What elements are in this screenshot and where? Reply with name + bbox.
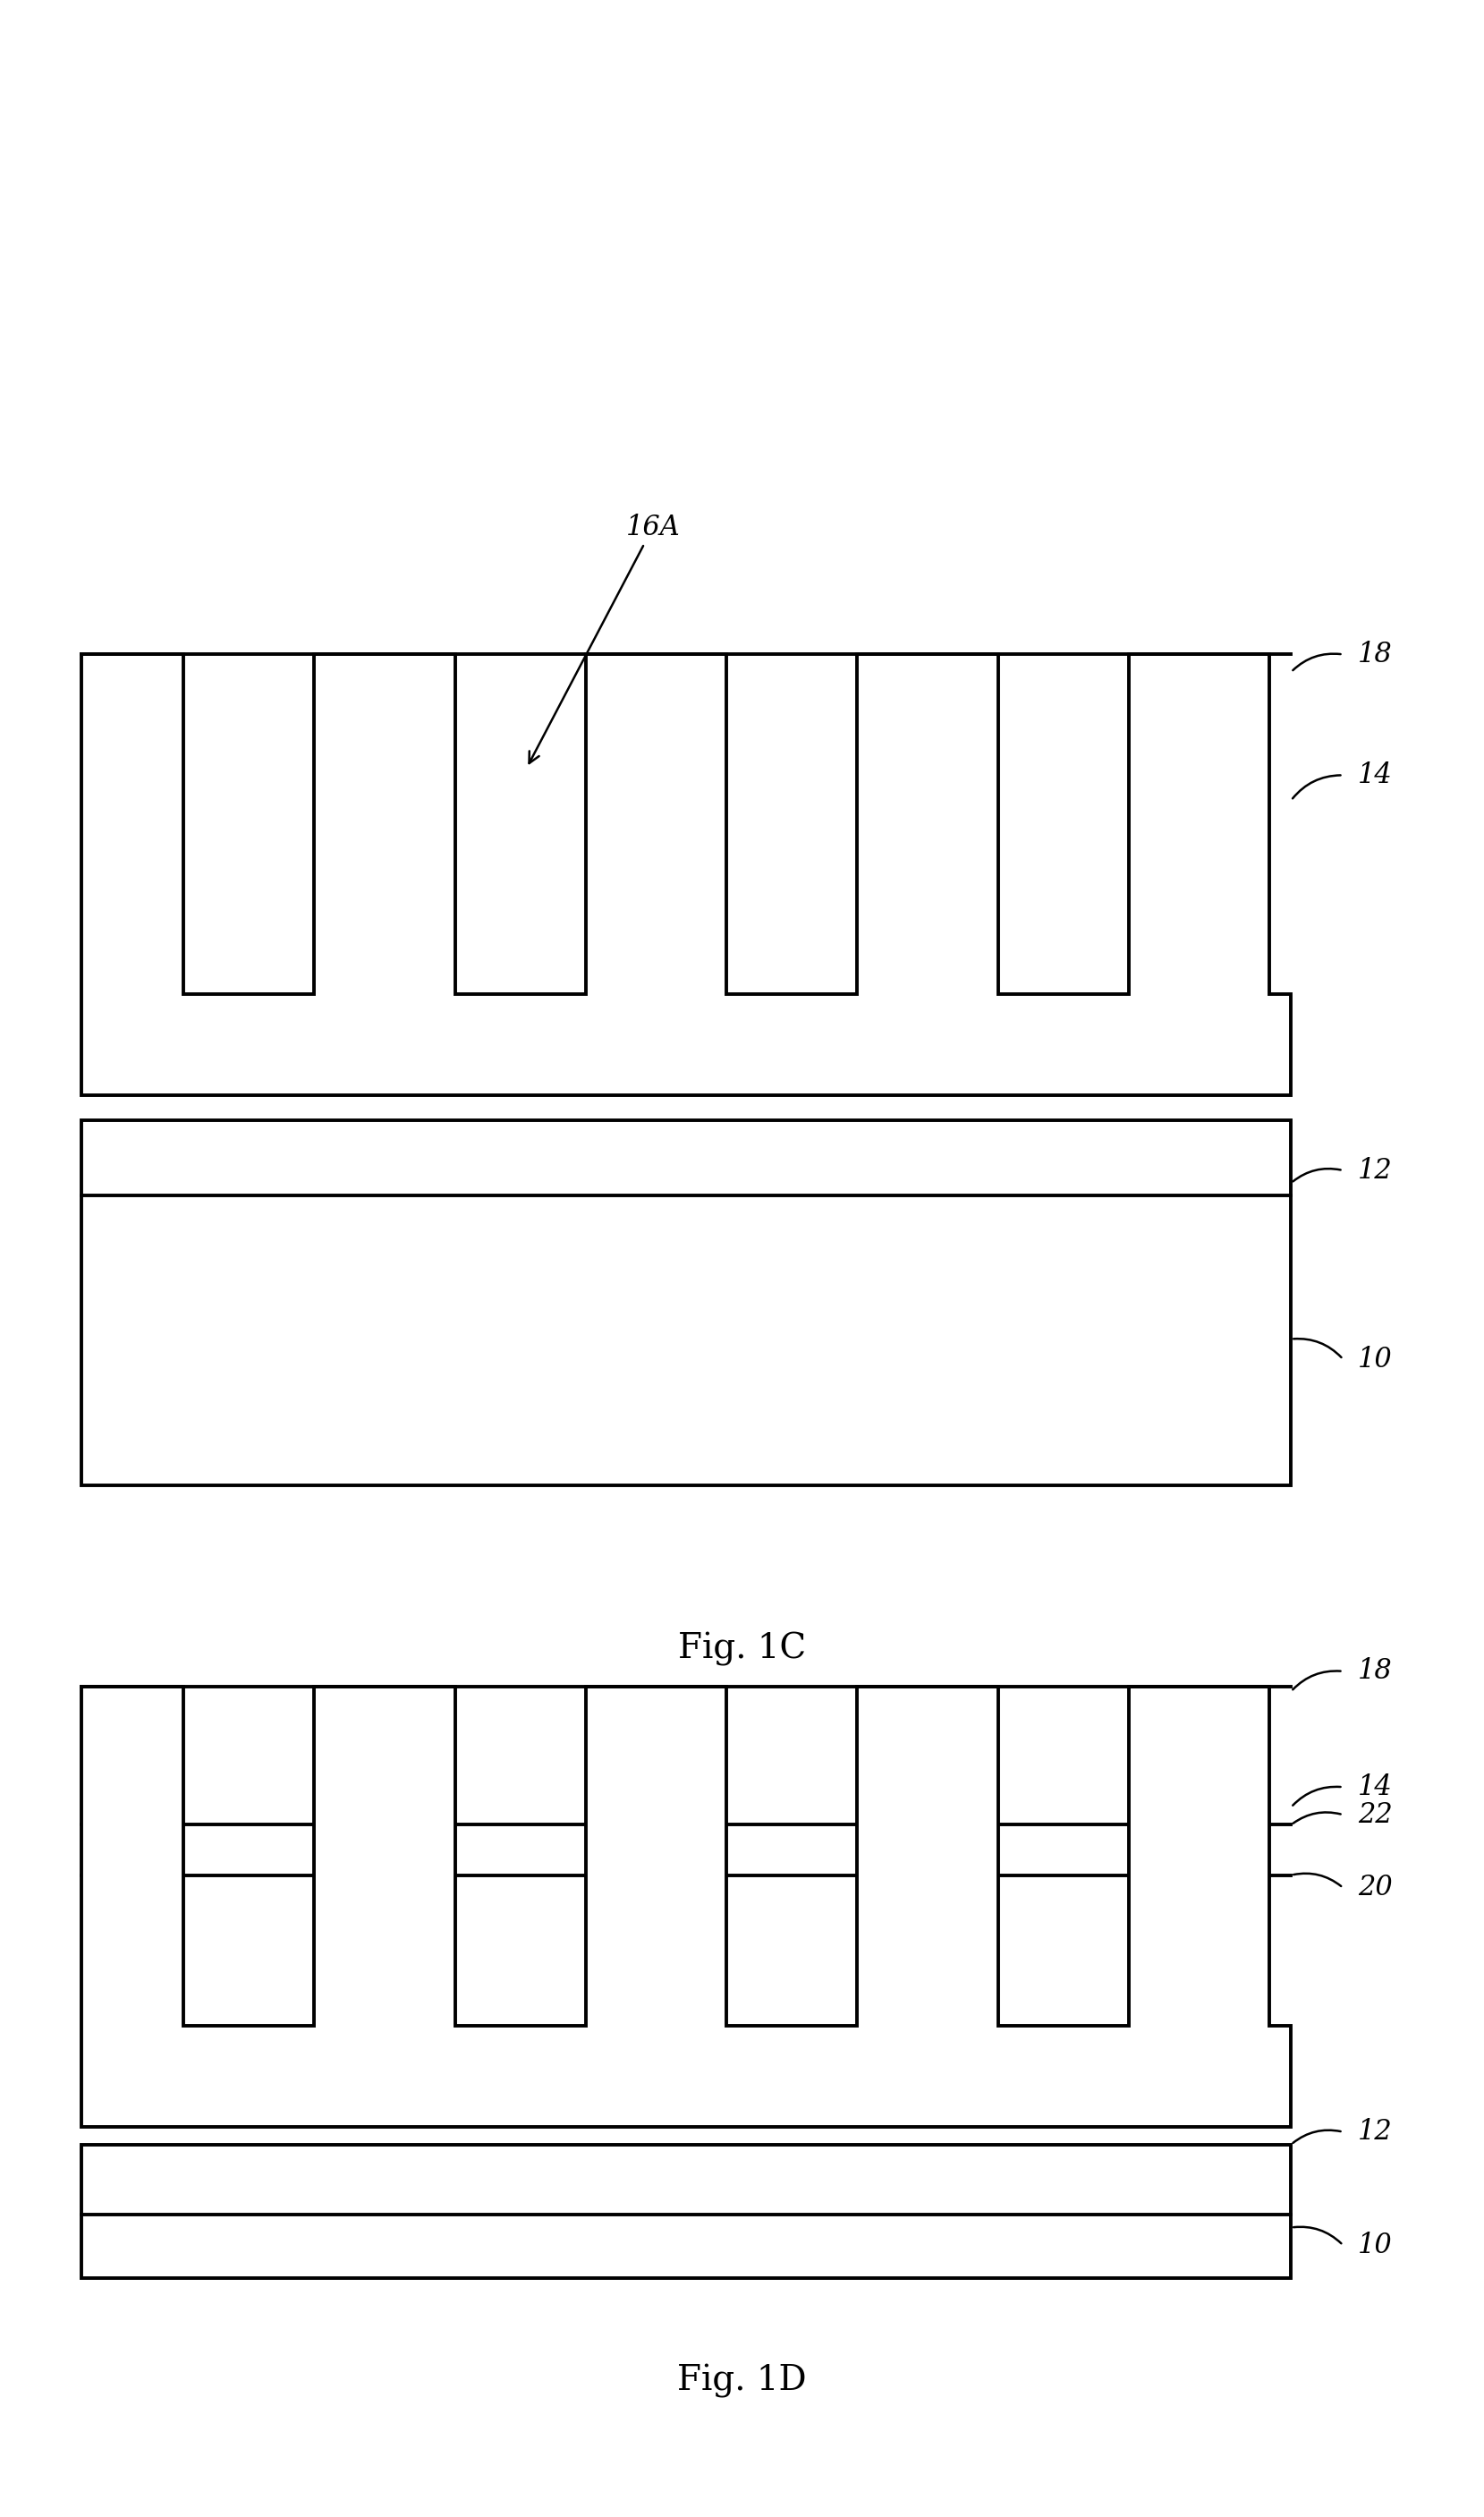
Text: 14: 14 (1358, 1772, 1392, 1802)
Text: 12: 12 (1358, 1155, 1392, 1186)
Text: 14: 14 (1358, 760, 1392, 790)
Bar (82, 1120, 1291, 1485)
Text: 18: 18 (1358, 639, 1392, 670)
Text: Fig. 1D: Fig. 1D (677, 2363, 807, 2399)
Polygon shape (82, 654, 1291, 1095)
Text: Fig. 1C: Fig. 1C (678, 1631, 806, 1666)
Polygon shape (82, 1686, 1291, 2127)
Text: 16A: 16A (530, 513, 680, 763)
Text: 22: 22 (1358, 1800, 1392, 1830)
Text: 10: 10 (1358, 2230, 1392, 2260)
Text: 20: 20 (1358, 1873, 1392, 1903)
Bar (82, 2144, 1291, 2278)
Text: 18: 18 (1358, 1656, 1392, 1686)
Text: 10: 10 (1358, 1344, 1392, 1374)
Text: 12: 12 (1358, 2117, 1392, 2147)
